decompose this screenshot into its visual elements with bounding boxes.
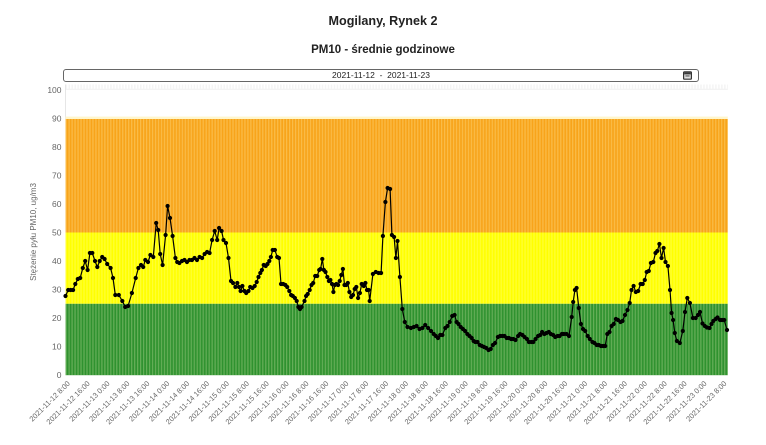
svg-text:20: 20 — [52, 313, 62, 323]
svg-text:80: 80 — [52, 142, 62, 152]
svg-text:60: 60 — [52, 199, 62, 209]
svg-text:40: 40 — [52, 256, 62, 266]
svg-text:0: 0 — [57, 370, 62, 380]
svg-text:100: 100 — [47, 85, 61, 95]
svg-text:10: 10 — [52, 342, 62, 352]
svg-text:30: 30 — [52, 285, 62, 295]
svg-text:50: 50 — [52, 228, 62, 238]
svg-text:Stężenie pyłu PM10, ug/m3: Stężenie pyłu PM10, ug/m3 — [29, 183, 38, 281]
svg-text:70: 70 — [52, 171, 62, 181]
svg-text:90: 90 — [52, 114, 62, 124]
